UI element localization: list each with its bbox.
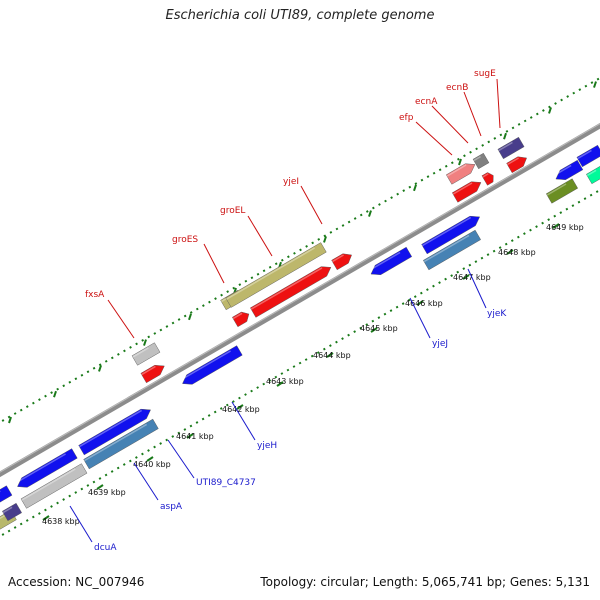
leader-line — [409, 297, 431, 339]
label-leaders — [69, 78, 501, 543]
scale-tick-mark — [236, 404, 244, 410]
gene-label-forward: sugE — [474, 69, 496, 79]
scale-tick-mark — [370, 327, 378, 333]
genome-summary-text: Topology: circular; Length: 5,065,741 bp… — [260, 575, 590, 589]
scale-tick-label: 4645 kbp — [360, 324, 398, 333]
scale-tick-label: 4646 kbp — [405, 299, 443, 308]
outer-scale-tick — [413, 184, 417, 192]
leader-line — [231, 401, 256, 441]
scale-tick-mark — [186, 433, 194, 439]
scale-tick-mark — [96, 484, 104, 490]
gene-label-reverse: yjeJ — [432, 339, 448, 349]
scale-tick-label: 4638 kbp — [42, 517, 80, 526]
gene-rna-6 — [481, 172, 494, 186]
scale-tick-label: 4649 kbp — [546, 223, 584, 232]
gene-groEL — [225, 242, 327, 308]
outer-scale-tick — [503, 132, 507, 140]
scale-tick-mark — [416, 300, 424, 306]
gene-label-forward: yjeI — [283, 177, 299, 187]
gene-rev-5 — [421, 215, 480, 255]
scale-tick-label: 4643 kbp — [266, 377, 304, 386]
gene-rev-edge — [0, 485, 13, 505]
leader-line — [496, 78, 501, 129]
gene-sugE — [497, 136, 525, 160]
leader-line — [431, 105, 469, 144]
gene-rna-7 — [506, 156, 527, 174]
scale-tick-label: 4644 kbp — [313, 351, 351, 360]
gene-features — [0, 136, 600, 531]
outer-scale-tick — [8, 416, 12, 424]
scale-tick-mark — [146, 456, 154, 462]
leader-line — [467, 268, 487, 309]
map-title: Escherichia coli UTI89, complete genome — [165, 8, 435, 23]
scale-tick-label: 4640 kbp — [133, 460, 171, 469]
scale-tick-mark — [552, 223, 560, 229]
outer-scale-tick — [548, 107, 552, 114]
leader-line — [133, 462, 159, 501]
scale-tick-mark — [42, 515, 50, 521]
scale-tick-label: 4648 kbp — [498, 248, 536, 257]
gene-label-reverse: aspA — [160, 502, 183, 512]
gene-rna-3 — [250, 266, 332, 318]
gene-rna-4 — [331, 253, 352, 271]
scale-tick-mark — [276, 381, 284, 387]
outer-scale-tick — [593, 81, 597, 88]
gene-rev-outer-2 — [2, 502, 22, 522]
gene-label-reverse: dcuA — [94, 543, 117, 553]
genome-backbone-highlight — [0, 123, 600, 473]
scale-tick-mark — [506, 249, 514, 255]
outer-scale-tick — [458, 158, 462, 166]
gene-efp — [445, 163, 476, 185]
gene-rna-1 — [140, 365, 165, 384]
gene-rev-outer-4 — [83, 418, 159, 470]
scale-tick-label: 4641 kbp — [176, 432, 214, 441]
gene-rev-outer-5 — [423, 229, 481, 271]
gene-cds-edge — [576, 144, 600, 168]
gene-label-reverse: yjeK — [487, 309, 507, 319]
leader-line — [203, 243, 225, 284]
outer-scale-tick — [323, 236, 327, 243]
gene-rev-7 — [586, 165, 600, 185]
leader-line — [107, 299, 135, 339]
leader-line — [463, 91, 482, 137]
gene-label-forward: efp — [399, 113, 414, 123]
outer-scale-tick — [143, 339, 147, 346]
scale-tick-mark — [462, 274, 470, 280]
gene-rev-6 — [545, 178, 579, 204]
gene-rev-outer-3 — [20, 463, 88, 509]
gene-label-forward: ecnB — [446, 83, 468, 93]
gene-rev-4 — [368, 246, 413, 275]
leader-line — [300, 185, 323, 225]
gene-fxsA — [131, 342, 161, 366]
outer-scale-tick — [368, 210, 372, 217]
gene-rev-2 — [78, 408, 151, 456]
gene-label-forward: ecnA — [415, 97, 438, 107]
outer-scale-tick — [53, 390, 57, 398]
leader-line — [167, 439, 195, 479]
gene-label-reverse: yjeH — [257, 441, 277, 451]
gene-label-forward: fxsA — [85, 290, 105, 300]
scale-tick-label: 4639 kbp — [88, 488, 126, 497]
genome-backbone — [0, 122, 600, 478]
leader-line — [247, 215, 273, 257]
scale-tick-label: 4642 kbp — [222, 405, 260, 414]
outer-scale-tick — [188, 313, 192, 321]
gene-rev-3 — [180, 345, 243, 385]
gene-forward-cds-right — [553, 159, 584, 180]
gene-label-reverse: UTI89_C4737 — [196, 478, 256, 488]
accession-text: Accession: NC_007946 — [8, 575, 145, 589]
leader-line — [415, 121, 453, 156]
gene-ecnA — [472, 152, 490, 170]
gene-label-forward: groES — [172, 235, 198, 245]
scale-tick-mark — [326, 352, 334, 358]
outer-scale-ring — [0, 77, 600, 424]
outer-scale-tick — [98, 365, 102, 372]
leader-line — [69, 505, 93, 543]
gene-label-forward: groEL — [220, 206, 245, 216]
gene-rna-5 — [451, 181, 482, 203]
gene-rev-1 — [15, 448, 78, 488]
gene-rna-2 — [232, 311, 250, 328]
